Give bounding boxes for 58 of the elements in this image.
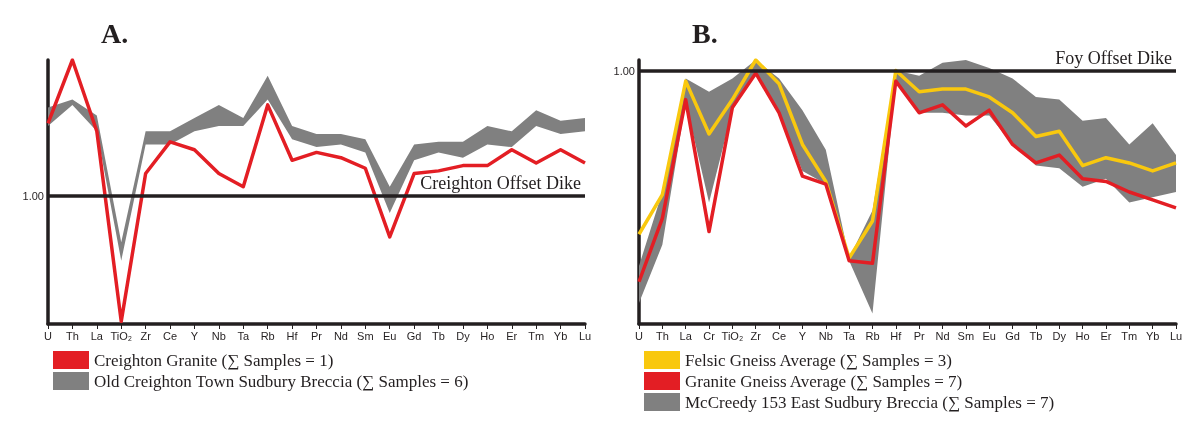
x-tick-label: Y: [190, 329, 199, 342]
chart-title: B.: [692, 17, 718, 49]
x-tick-label: Nd: [333, 329, 348, 342]
x-tick-label: Ho: [1075, 329, 1090, 342]
x-tick-label: Gd: [1005, 329, 1020, 342]
x-tick-label: U: [44, 329, 53, 342]
x-tick-label: Eu: [982, 329, 996, 342]
text: 1.00: [22, 189, 44, 202]
x-tick-label: Hf: [286, 329, 299, 342]
x-tick-label: La: [90, 329, 104, 342]
x-tick-label: TiO₂: [110, 329, 133, 342]
x-tick-label: Hf: [890, 329, 903, 342]
legend-label: Creighton Granite (∑ Samples = 1): [94, 350, 334, 370]
x-tick-label: Sm: [357, 329, 374, 342]
x-tick-label: Ta: [237, 329, 250, 342]
x-tick-label: Er: [506, 329, 518, 342]
ref-line-label: Creighton Offset Dike: [420, 172, 582, 193]
x-tick-label: TiO₂: [721, 329, 744, 342]
x-tick-label: Ho: [480, 329, 495, 342]
x-tick-label: Tb: [1029, 329, 1043, 342]
x-tick-label: Pr: [311, 329, 323, 342]
legend-label: Granite Gneiss Average (∑ Samples = 7): [685, 371, 963, 391]
x-tick-label: Tm: [1121, 329, 1138, 342]
x-tick-label: Er: [1100, 329, 1112, 342]
x-tick-label: Nb: [211, 329, 226, 342]
x-tick-label: Yb: [553, 329, 568, 342]
text: 1.00: [613, 64, 635, 77]
x-tick-label: Rb: [865, 329, 880, 342]
legend-label: Felsic Gneiss Average (∑ Samples = 3): [685, 350, 952, 370]
x-tick-label: Tm: [528, 329, 545, 342]
x-tick-label: Y: [798, 329, 807, 342]
x-tick-label: Dy: [456, 329, 471, 342]
x-tick-label: Ce: [163, 329, 178, 342]
x-tick-label: Cr: [703, 329, 716, 342]
x-tick-label: Eu: [382, 329, 397, 342]
x-tick-label: Ce: [772, 329, 787, 342]
x-tick-label: U: [635, 329, 644, 342]
legend-label: Old Creighton Town Sudbury Breccia (∑ Samples = 6): [94, 371, 469, 391]
x-tick-label: Lu: [1169, 329, 1183, 342]
x-tick-label: Dy: [1052, 329, 1067, 342]
x-tick-label: Sm: [957, 329, 975, 342]
x-tick-label: Nd: [935, 329, 950, 342]
chart-title: A.: [101, 17, 129, 49]
x-tick-label: Zr: [750, 329, 762, 342]
x-tick-label: Pr: [913, 329, 926, 342]
x-tick-label: Ta: [843, 329, 856, 342]
x-tick-label: La: [679, 329, 693, 342]
x-tick-label: Th: [655, 329, 669, 342]
x-tick-label: Lu: [578, 329, 592, 342]
x-tick-label: Tb: [432, 329, 445, 342]
x-tick-label: Zr: [140, 329, 152, 342]
x-tick-label: Rb: [260, 329, 275, 342]
x-tick-label: Gd: [406, 329, 422, 342]
legend-label: McCreedy 153 East Sudbury Breccia (∑ Samples = 7): [685, 392, 1055, 412]
x-tick-label: Yb: [1145, 329, 1160, 342]
x-tick-label: Nb: [818, 329, 833, 342]
x-tick-label: Th: [65, 329, 79, 342]
ref-line-label: Foy Offset Dike: [1055, 47, 1172, 68]
